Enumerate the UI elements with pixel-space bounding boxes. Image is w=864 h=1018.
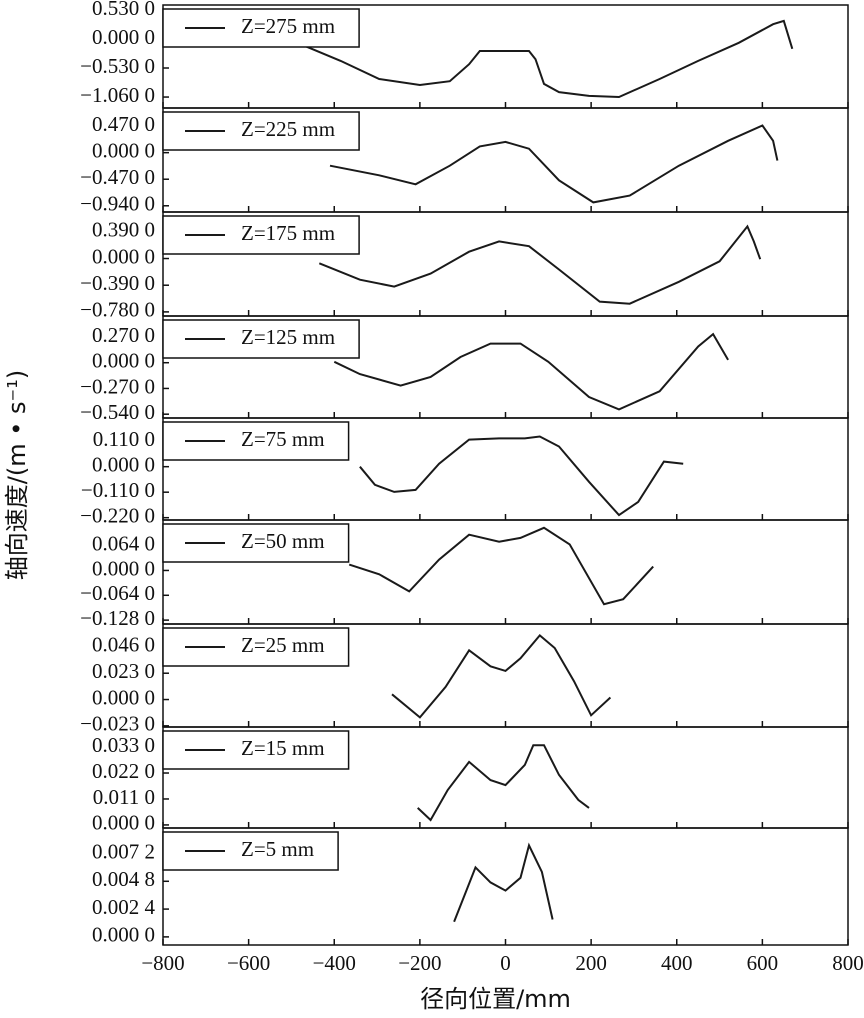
data-line: [391, 633, 612, 719]
y-tick-label: −0.023 0: [80, 712, 155, 736]
legend-box: [162, 730, 350, 770]
y-tick-label: −0.128 0: [80, 606, 155, 630]
y-tick-label: −0.064 0: [80, 581, 155, 605]
legend-label: Z=225 mm: [241, 117, 335, 141]
y-tick-label: 0.470 0: [92, 112, 155, 136]
x-tick-label: 200: [575, 951, 607, 975]
y-tick-label: 0.110 0: [93, 427, 155, 451]
y-tick-label: 0.064 0: [92, 531, 155, 555]
y-tick-label: −0.540 0: [80, 400, 155, 424]
y-axis-label: 轴向速度/(m • s⁻¹): [3, 370, 31, 580]
legend-label: Z=50 mm: [241, 529, 325, 553]
data-line: [299, 19, 794, 99]
y-tick-label: 0.530 0: [92, 0, 155, 20]
y-tick-label: 0.023 0: [92, 659, 155, 683]
y-tick-label: 0.000 0: [92, 685, 155, 709]
legend-label: Z=75 mm: [241, 427, 325, 451]
x-tick-label: −800: [141, 951, 184, 975]
legend-label: Z=15 mm: [241, 736, 325, 760]
data-line: [348, 526, 654, 606]
y-tick-label: −0.220 0: [80, 503, 155, 527]
y-tick-label: −0.110 0: [81, 478, 155, 502]
legend-label: Z=25 mm: [241, 633, 325, 657]
x-axis-label: 径向位置/mm: [420, 985, 571, 1013]
y-tick-label: 0.000 0: [92, 25, 155, 49]
y-tick-label: −0.390 0: [80, 271, 155, 295]
y-tick-label: 0.046 0: [92, 633, 155, 657]
y-tick-label: 0.270 0: [92, 323, 155, 347]
legend-box: [162, 627, 350, 667]
legend-label: Z=5 mm: [241, 837, 314, 861]
x-tick-label: −600: [227, 951, 270, 975]
y-tick-label: 0.000 0: [92, 923, 155, 947]
data-line: [359, 435, 684, 517]
data-line: [318, 224, 762, 305]
legend-label: Z=275 mm: [241, 14, 335, 38]
y-tick-label: 0.033 0: [92, 733, 155, 757]
y-tick-label: 0.000 0: [92, 244, 155, 268]
x-tick-label: 800: [832, 951, 864, 975]
y-tick-label: 0.390 0: [92, 218, 155, 242]
y-tick-label: 0.007 2: [92, 839, 155, 863]
y-tick-label: −0.470 0: [80, 165, 155, 189]
y-tick-label: −1.060 0: [80, 83, 155, 107]
data-line: [333, 332, 729, 411]
data-line: [453, 842, 554, 923]
y-tick-label: 0.011 0: [93, 785, 155, 809]
x-tick-label: 600: [747, 951, 779, 975]
x-tick-label: −400: [313, 951, 356, 975]
y-tick-label: −0.780 0: [80, 298, 155, 322]
y-tick-label: −0.270 0: [80, 374, 155, 398]
x-tick-label: 0: [500, 951, 511, 975]
y-tick-label: 0.004 8: [92, 867, 155, 891]
y-tick-label: −0.940 0: [80, 192, 155, 216]
y-tick-label: −0.530 0: [80, 54, 155, 78]
x-tick-label: 400: [661, 951, 693, 975]
y-tick-label: 0.000 0: [92, 811, 155, 835]
legend-label: Z=125 mm: [241, 325, 335, 349]
data-line: [417, 744, 590, 822]
x-tick-label: −200: [398, 951, 441, 975]
data-line: [329, 124, 779, 204]
legend-label: Z=175 mm: [241, 221, 335, 245]
y-tick-label: 0.000 0: [92, 138, 155, 162]
y-tick-label: 0.000 0: [92, 349, 155, 373]
y-tick-label: 0.022 0: [92, 759, 155, 783]
y-tick-label: 0.000 0: [92, 452, 155, 476]
y-tick-label: 0.000 0: [92, 556, 155, 580]
y-tick-label: 0.002 4: [92, 895, 156, 919]
